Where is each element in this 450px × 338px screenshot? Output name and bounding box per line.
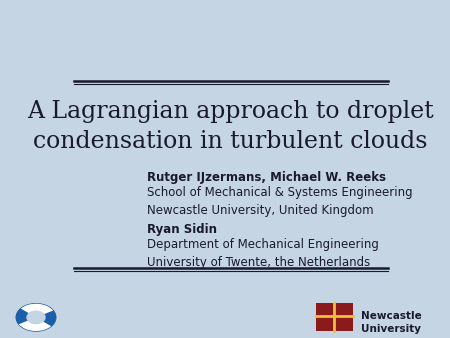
FancyBboxPatch shape bbox=[316, 304, 353, 331]
Circle shape bbox=[16, 304, 56, 331]
Text: Newcastle: Newcastle bbox=[361, 311, 422, 320]
Text: University: University bbox=[361, 324, 421, 334]
Text: School of Mechanical & Systems Engineering
Newcastle University, United Kingdom: School of Mechanical & Systems Engineeri… bbox=[147, 186, 413, 217]
Text: A Lagrangian approach to droplet
condensation in turbulent clouds: A Lagrangian approach to droplet condens… bbox=[27, 100, 434, 153]
Wedge shape bbox=[19, 320, 51, 331]
Circle shape bbox=[27, 311, 45, 323]
Text: Rutger IJzermans, Michael W. Reeks: Rutger IJzermans, Michael W. Reeks bbox=[147, 171, 386, 184]
Text: Department of Mechanical Engineering
University of Twente, the Netherlands: Department of Mechanical Engineering Uni… bbox=[147, 238, 379, 269]
Wedge shape bbox=[21, 304, 53, 314]
Text: Ryan Sidin: Ryan Sidin bbox=[147, 223, 217, 236]
